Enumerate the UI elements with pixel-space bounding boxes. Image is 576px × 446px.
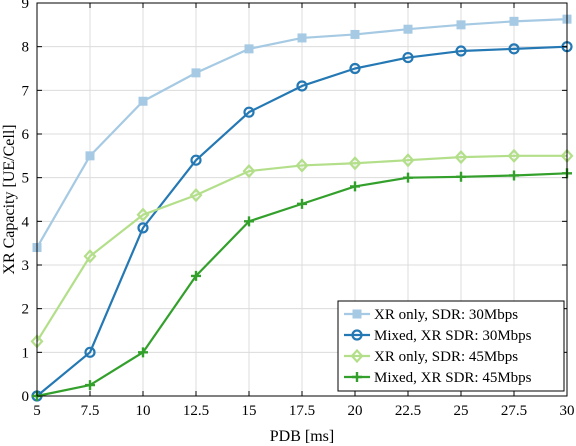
legend-marker (352, 309, 362, 319)
data-point (296, 80, 308, 92)
x-tick-label: 20 (348, 403, 363, 419)
y-tick-label: 7 (22, 83, 30, 99)
x-tick-label: 12.5 (183, 403, 209, 419)
legend-box (337, 300, 565, 392)
y-tick-label: 2 (22, 302, 30, 318)
legend-entry: XR only, SDR: 30Mbps (344, 307, 518, 323)
y-tick-label: 9 (22, 0, 30, 12)
legend-label: Mixed, XR SDR: 45Mbps (374, 370, 532, 386)
data-point (136, 207, 150, 222)
series-line (36, 154, 567, 342)
series-line (36, 45, 568, 397)
x-tick-label: 5 (33, 403, 41, 419)
data-point (242, 163, 256, 179)
data-point (297, 33, 307, 43)
y-tick-label: 1 (22, 345, 30, 361)
x-tick-label: 27.5 (501, 403, 527, 419)
data-point (348, 156, 362, 171)
series-3 (30, 148, 574, 349)
data-point (350, 181, 360, 192)
y-tick-label: 0 (22, 389, 30, 405)
data-point (509, 170, 519, 181)
data-point (456, 20, 466, 30)
legend-entry: Mixed, XR SDR: 30Mbps (344, 328, 532, 344)
data-point (85, 151, 95, 161)
data-point (508, 43, 520, 55)
y-tick-label: 8 (22, 40, 30, 56)
legend-entry: Mixed, XR SDR: 45Mbps (344, 370, 532, 386)
data-point (190, 154, 202, 166)
data-point (138, 96, 148, 106)
data-point (456, 171, 466, 182)
y-tick-label: 6 (22, 127, 30, 143)
data-point (243, 106, 255, 118)
data-point (454, 150, 468, 165)
data-point (191, 68, 201, 78)
data-point (84, 346, 96, 358)
y-tick-label: 5 (22, 171, 30, 187)
x-tick-label: 17.5 (289, 403, 315, 419)
data-point (85, 380, 95, 391)
legend-label: XR only, SDR: 45Mbps (374, 349, 518, 365)
legend-entry: XR only, SDR: 45Mbps (344, 348, 518, 365)
data-point (297, 198, 307, 209)
x-tick-label: 7.5 (81, 403, 100, 419)
data-point (244, 216, 254, 227)
data-point (350, 29, 360, 39)
y-tick-labels: 0 1 2 3 4 5 6 7 8 9 (22, 0, 30, 405)
data-point (244, 44, 254, 54)
data-point (509, 16, 519, 26)
legend: XR only, SDR: 30Mbps Mixed, XR SDR: 30Mbp… (337, 300, 565, 392)
y-axis-title: XR Capacity [UE/Cell] (1, 124, 18, 274)
axis-ticks (36, 2, 568, 397)
data-point (137, 222, 149, 234)
data-point (189, 187, 203, 203)
legend-marker (350, 348, 364, 364)
x-tick-label: 10 (136, 403, 151, 419)
series-2 (31, 41, 573, 402)
data-point (403, 24, 413, 34)
data-point (401, 153, 415, 168)
y-tick-label: 4 (22, 214, 30, 230)
x-tick-label: 30 (560, 403, 575, 419)
data-point (349, 62, 361, 75)
data-point (191, 270, 201, 281)
data-point (138, 347, 148, 358)
y-tick-label: 3 (22, 258, 30, 274)
data-point (402, 51, 414, 64)
data-point (403, 172, 413, 183)
data-point (83, 249, 97, 264)
x-axis-title: PDB [ms] (270, 428, 334, 445)
legend-marker (351, 329, 363, 341)
x-tick-label: 22.5 (395, 403, 421, 419)
legend-label: XR only, SDR: 30Mbps (374, 307, 518, 323)
legend-label: Mixed, XR SDR: 30Mbps (374, 328, 532, 344)
legend-marker (352, 372, 362, 382)
data-point (455, 45, 467, 57)
x-tick-labels: 5 7.5 10 12.5 15 17.5 20 22.5 25 27.5 30 (33, 403, 574, 419)
x-tick-label: 15 (242, 403, 257, 419)
data-point (507, 148, 521, 163)
x-tick-label: 25 (454, 403, 469, 419)
data-point (295, 158, 309, 173)
